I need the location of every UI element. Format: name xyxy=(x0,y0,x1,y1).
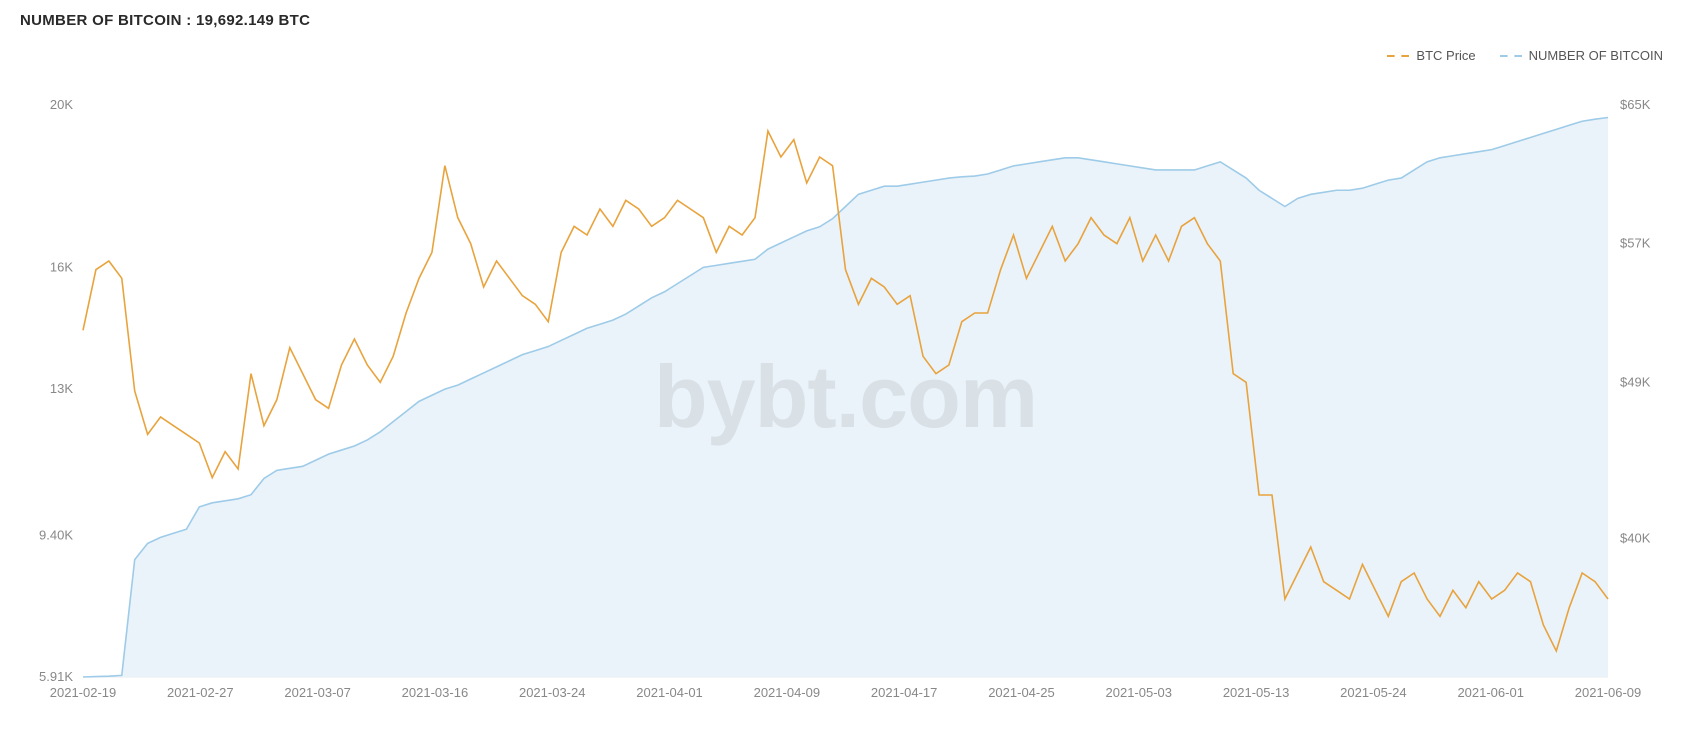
x-tick-label: 2021-05-13 xyxy=(1223,685,1290,700)
y-left-tick-label: 5.91K xyxy=(39,669,73,684)
y-left-tick-label: 9.40K xyxy=(39,527,73,542)
y-right-tick-label: $57K xyxy=(1620,236,1651,251)
y-right-tick-label: $40K xyxy=(1620,530,1651,545)
y-left-tick-label: 20K xyxy=(50,97,73,112)
x-tick-label: 2021-06-01 xyxy=(1457,685,1524,700)
x-tick-label: 2021-03-24 xyxy=(519,685,586,700)
x-tick-label: 2021-05-24 xyxy=(1340,685,1407,700)
chart-svg: 5.91K 9.40K 13K 16K 20K $40K $49K $57K $65K 2021-… xyxy=(25,85,1666,709)
y-left-tick-label: 16K xyxy=(50,259,73,274)
x-tick-label: 2021-04-17 xyxy=(871,685,938,700)
legend-item-number-of-bitcoin[interactable]: NUMBER OF BITCOIN xyxy=(1500,48,1663,63)
x-tick-label: 2021-03-07 xyxy=(284,685,351,700)
chart-title: NUMBER OF BITCOIN : 19,692.149 BTC xyxy=(20,12,310,29)
legend-label-number: NUMBER OF BITCOIN xyxy=(1529,48,1663,63)
x-tick-label: 2021-04-01 xyxy=(636,685,703,700)
title-prefix: NUMBER OF BITCOIN : xyxy=(20,12,196,29)
x-tick-label: 2021-04-25 xyxy=(988,685,1055,700)
y-right-tick-label: $65K xyxy=(1620,97,1651,112)
x-tick-label: 2021-06-09 xyxy=(1575,685,1642,700)
y-right-tick-label: $49K xyxy=(1620,374,1651,389)
chart-area: 5.91K 9.40K 13K 16K 20K $40K $49K $57K $65K 2021-… xyxy=(25,85,1666,709)
x-tick-label: 2021-03-16 xyxy=(402,685,469,700)
chart-header: NUMBER OF BITCOIN : 19,692.149 BTC xyxy=(0,0,1691,30)
x-tick-label: 2021-02-19 xyxy=(50,685,117,700)
legend-marker-price xyxy=(1387,55,1409,57)
x-tick-label: 2021-05-03 xyxy=(1106,685,1173,700)
legend-marker-number xyxy=(1500,55,1522,57)
chart-legend: BTC Price NUMBER OF BITCOIN xyxy=(1387,48,1663,63)
x-tick-label: 2021-04-09 xyxy=(754,685,821,700)
legend-label-price: BTC Price xyxy=(1416,48,1475,63)
series-area-number-of-bitcoin xyxy=(83,118,1608,677)
x-tick-label: 2021-02-27 xyxy=(167,685,234,700)
y-left-tick-label: 13K xyxy=(50,381,73,396)
title-value: 19,692.149 BTC xyxy=(196,12,310,29)
legend-item-btc-price[interactable]: BTC Price xyxy=(1387,48,1475,63)
